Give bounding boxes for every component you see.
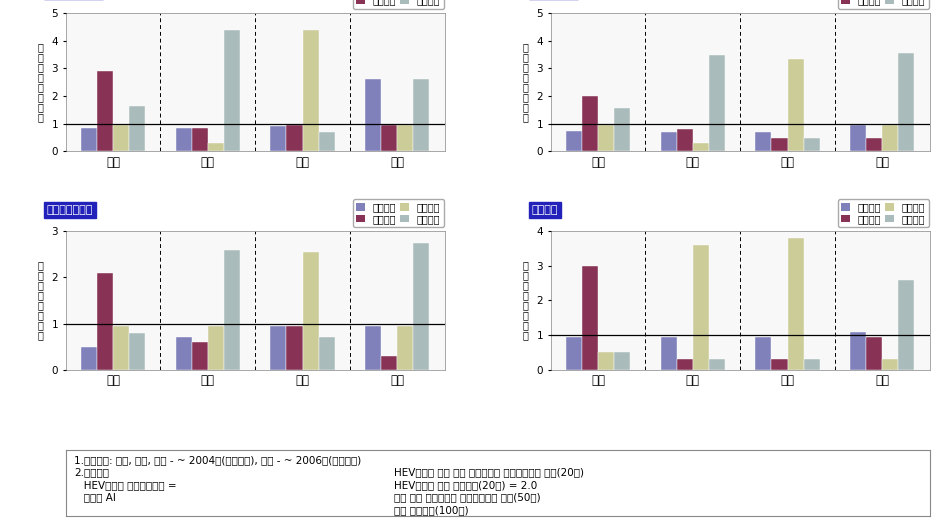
- Bar: [223, 30, 240, 151]
- Bar: [365, 326, 381, 370]
- Bar: [97, 71, 113, 151]
- Bar: [192, 342, 208, 370]
- Bar: [286, 125, 302, 151]
- Bar: [381, 356, 397, 370]
- Bar: [397, 125, 413, 151]
- Bar: [598, 352, 614, 370]
- Bar: [413, 79, 429, 151]
- Bar: [788, 238, 804, 370]
- Bar: [755, 337, 772, 370]
- Y-axis label: 수
지
애
활
론
특
허
수: 수 지 애 활 론 특 허 수: [522, 42, 529, 122]
- Bar: [208, 143, 223, 151]
- Legend: 유럽특허, 일본특허, 한국특허, 미국특허: 유럽특허, 일본특허, 한국특허, 미국특허: [838, 0, 929, 9]
- Y-axis label: 수
지
애
활
론
특
허
수: 수 지 애 활 론 특 허 수: [38, 260, 43, 341]
- Bar: [81, 346, 97, 370]
- Bar: [677, 359, 693, 370]
- Bar: [113, 125, 130, 151]
- Y-axis label: 수
지
애
활
론
특
허
수: 수 지 애 활 론 특 허 수: [522, 260, 529, 341]
- Bar: [113, 326, 130, 370]
- Bar: [566, 337, 582, 370]
- Bar: [318, 132, 334, 151]
- Legend: 유럽특허, 일본특허, 한국특허, 미국특허: 유럽특허, 일본특허, 한국특허, 미국특허: [353, 199, 443, 227]
- Bar: [582, 96, 598, 151]
- Legend: 유럽특허, 일본특허, 한국특허, 미국특허: 유럽특허, 일본특허, 한국특허, 미국특허: [353, 0, 443, 9]
- Bar: [598, 125, 614, 151]
- Bar: [788, 59, 804, 151]
- Bar: [614, 108, 630, 151]
- Bar: [772, 138, 788, 151]
- Text: 2.산출예시: 2.산출예시: [74, 467, 109, 478]
- Bar: [286, 326, 302, 370]
- Bar: [192, 128, 208, 151]
- Bar: [755, 132, 772, 151]
- Bar: [899, 280, 915, 370]
- Bar: [302, 30, 318, 151]
- Bar: [270, 127, 286, 151]
- Text: 한국 전체건수(100건): 한국 전체건수(100건): [394, 505, 469, 515]
- Text: HEV시스템 한국 전체 건수중에서 일본출원인의 건수(20건): HEV시스템 한국 전체 건수중에서 일본출원인의 건수(20건): [394, 467, 584, 478]
- Bar: [883, 125, 899, 151]
- Bar: [804, 359, 820, 370]
- Bar: [661, 337, 677, 370]
- Bar: [709, 55, 725, 151]
- Bar: [772, 359, 788, 370]
- Bar: [130, 106, 146, 151]
- Bar: [176, 128, 192, 151]
- Bar: [223, 250, 240, 370]
- Bar: [850, 125, 866, 151]
- Bar: [850, 331, 866, 370]
- Bar: [81, 128, 97, 151]
- Text: 전동부하: 전동부하: [531, 205, 559, 215]
- Bar: [866, 337, 883, 370]
- Bar: [677, 129, 693, 151]
- Bar: [614, 352, 630, 370]
- Bar: [397, 326, 413, 370]
- Bar: [804, 138, 820, 151]
- Bar: [661, 132, 677, 151]
- Bar: [566, 131, 582, 151]
- Bar: [302, 252, 318, 370]
- Text: HEV시스템 한국 전체건수(20건) = 2.0: HEV시스템 한국 전체건수(20건) = 2.0: [394, 480, 537, 490]
- Bar: [97, 273, 113, 370]
- Bar: [176, 338, 192, 370]
- Bar: [318, 338, 334, 370]
- Bar: [899, 53, 915, 151]
- Y-axis label: 수
지
애
활
론
특
허
수: 수 지 애 활 론 특 허 수: [38, 42, 43, 122]
- Bar: [709, 359, 725, 370]
- Bar: [381, 125, 397, 151]
- Legend: 유럽특허, 일본특허, 한국특허, 미국특허: 유럽특허, 일본특허, 한국특허, 미국특허: [838, 199, 929, 227]
- Text: HEV시스템 한국특허에서 =: HEV시스템 한국특허에서 =: [74, 480, 177, 490]
- Text: 일본의 AI: 일본의 AI: [74, 493, 116, 503]
- Text: 1.분석구간: 한국, 일본, 유럽 - ~ 2004년(출원년도), 미국 - ~ 2006년(등록년도): 1.분석구간: 한국, 일본, 유럽 - ~ 2004년(출원년도), 미국 -…: [74, 455, 362, 465]
- Bar: [365, 79, 381, 151]
- Bar: [130, 333, 146, 370]
- Bar: [208, 326, 223, 370]
- Bar: [582, 266, 598, 370]
- Bar: [693, 143, 709, 151]
- Text: 에너지저장장치: 에너지저장장치: [47, 205, 93, 215]
- Bar: [866, 138, 883, 151]
- Bar: [413, 243, 429, 370]
- Text: 한국 전체 건수중에서 일본출원인의 건수(50건): 한국 전체 건수중에서 일본출원인의 건수(50건): [394, 493, 541, 503]
- Bar: [693, 245, 709, 370]
- Bar: [270, 326, 286, 370]
- Bar: [883, 359, 899, 370]
